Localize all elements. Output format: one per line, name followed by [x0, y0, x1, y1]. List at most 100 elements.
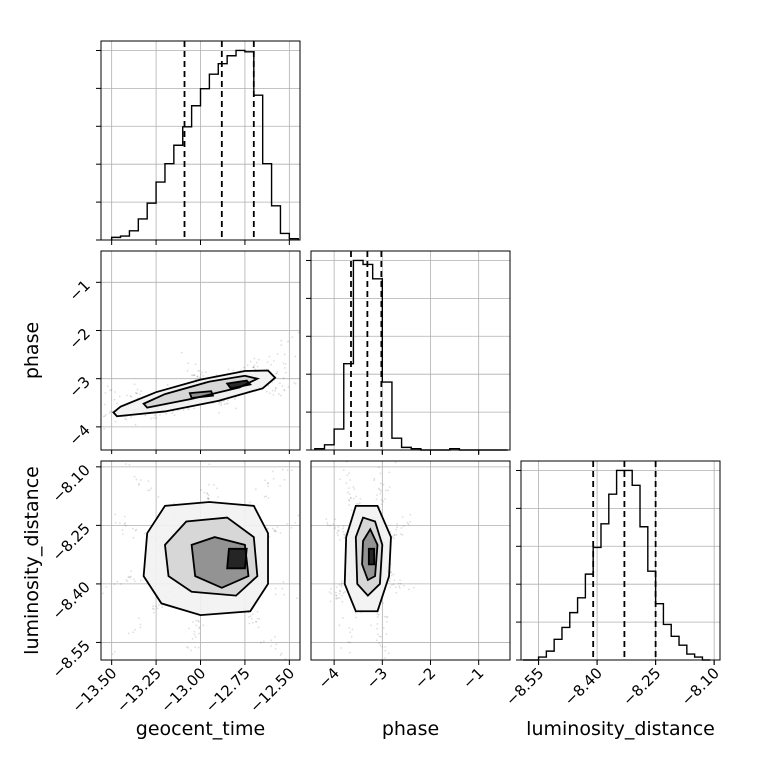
scatter-point: [197, 619, 200, 622]
scatter-point: [376, 627, 378, 630]
scatter-point: [139, 626, 142, 629]
scatter-point: [249, 501, 251, 504]
scatter-point: [128, 575, 131, 578]
scatter-point: [395, 591, 398, 594]
scatter-point: [120, 583, 122, 585]
scatter-point: [121, 529, 124, 531]
scatter-point: [199, 377, 202, 380]
scatter-point: [252, 366, 255, 369]
scatter-point: [401, 516, 404, 519]
contour-line-0: [112, 369, 277, 418]
scatter-point: [397, 582, 400, 585]
scatter-point: [106, 385, 109, 388]
scatter-point: [138, 393, 141, 395]
scatter-point: [101, 592, 104, 595]
scatter-point: [388, 416, 390, 418]
scatter-point: [207, 497, 210, 500]
scatter-point: [383, 615, 386, 618]
scatter-point: [389, 586, 391, 588]
scatter-point: [113, 583, 116, 586]
scatter-point: [161, 606, 164, 608]
xtick-label-luminosity_distance-3: −8.10: [678, 664, 723, 709]
scatter-point: [193, 633, 196, 636]
scatter-point: [409, 513, 412, 516]
scatter-point: [348, 627, 351, 629]
contour-line-3: [226, 547, 248, 570]
scatter-point: [274, 593, 277, 596]
scatter-point: [266, 527, 269, 530]
scatter-point: [45, 422, 47, 424]
scatter-point: [376, 494, 378, 496]
scatter-point: [197, 646, 200, 649]
scatter-point: [276, 526, 279, 528]
scatter-point: [384, 656, 387, 659]
scatter-point: [275, 643, 278, 646]
scatter-point: [377, 613, 380, 616]
scatter-point: [126, 580, 129, 582]
scatter-point: [59, 417, 61, 419]
scatter-point: [379, 472, 382, 475]
scatter-point: [220, 402, 223, 405]
scatter-point: [226, 399, 229, 402]
scatter-point: [382, 626, 385, 629]
scatter-point: [166, 383, 169, 386]
scatter-point: [127, 632, 130, 635]
scatter-point: [392, 537, 395, 540]
scatter-point: [271, 389, 274, 392]
scatter-point: [350, 509, 353, 512]
x-axis-title-luminosity_distance: luminosity_distance: [526, 718, 715, 740]
scatter-point: [253, 364, 256, 367]
scatter-point: [252, 366, 255, 369]
scatter-point: [157, 496, 160, 498]
scatter-point: [282, 581, 285, 583]
scatter-point: [389, 577, 391, 580]
scatter-point: [359, 497, 362, 500]
scatter-point: [65, 427, 67, 429]
scatter-point: [173, 414, 176, 417]
scatter-point: [198, 626, 201, 629]
scatter-point: [83, 413, 85, 415]
scatter-point: [193, 407, 195, 410]
scatter-point: [413, 586, 415, 589]
scatter-point: [348, 651, 351, 654]
hist-phase: [314, 259, 508, 451]
scatter-point: [193, 630, 196, 633]
scatter-point: [308, 382, 310, 384]
scatter-point: [283, 478, 286, 481]
scatter-point: [260, 641, 262, 644]
scatter-point: [194, 635, 197, 638]
scatter-point: [116, 402, 118, 405]
scatter-point: [207, 497, 210, 500]
scatter-point: [134, 391, 137, 394]
scatter-point: [390, 584, 393, 586]
scatter-point: [398, 585, 400, 588]
scatter-point: [337, 534, 340, 537]
scatter-point: [130, 416, 133, 418]
scatter-point: [155, 605, 158, 608]
scatter-point: [134, 423, 137, 426]
scatter-point: [200, 489, 202, 491]
scatter-point: [139, 579, 142, 582]
scatter-point: [158, 604, 160, 606]
scatter-point: [336, 597, 338, 600]
scatter-point: [284, 371, 287, 374]
scatter-point: [375, 639, 378, 642]
scatter-point: [114, 521, 117, 524]
scatter-point: [399, 579, 401, 582]
scatter-point: [114, 391, 117, 393]
scatter-point: [89, 414, 91, 416]
scatter-point: [138, 484, 140, 486]
scatter-point: [277, 393, 280, 395]
scatter-point: [392, 583, 395, 586]
scatter-point: [139, 479, 142, 481]
scatter-point: [355, 351, 357, 353]
scatter-point: [206, 497, 209, 499]
scatter-point: [290, 526, 293, 529]
scatter-point: [283, 353, 286, 356]
scatter-point: [255, 620, 257, 623]
hist-frame-luminosity_distance: [520, 460, 721, 661]
scatter-point: [386, 616, 389, 618]
scatter-point: [382, 602, 385, 605]
hist-panel-geocent_time: [96, 40, 301, 245]
scatter-point: [343, 676, 345, 678]
